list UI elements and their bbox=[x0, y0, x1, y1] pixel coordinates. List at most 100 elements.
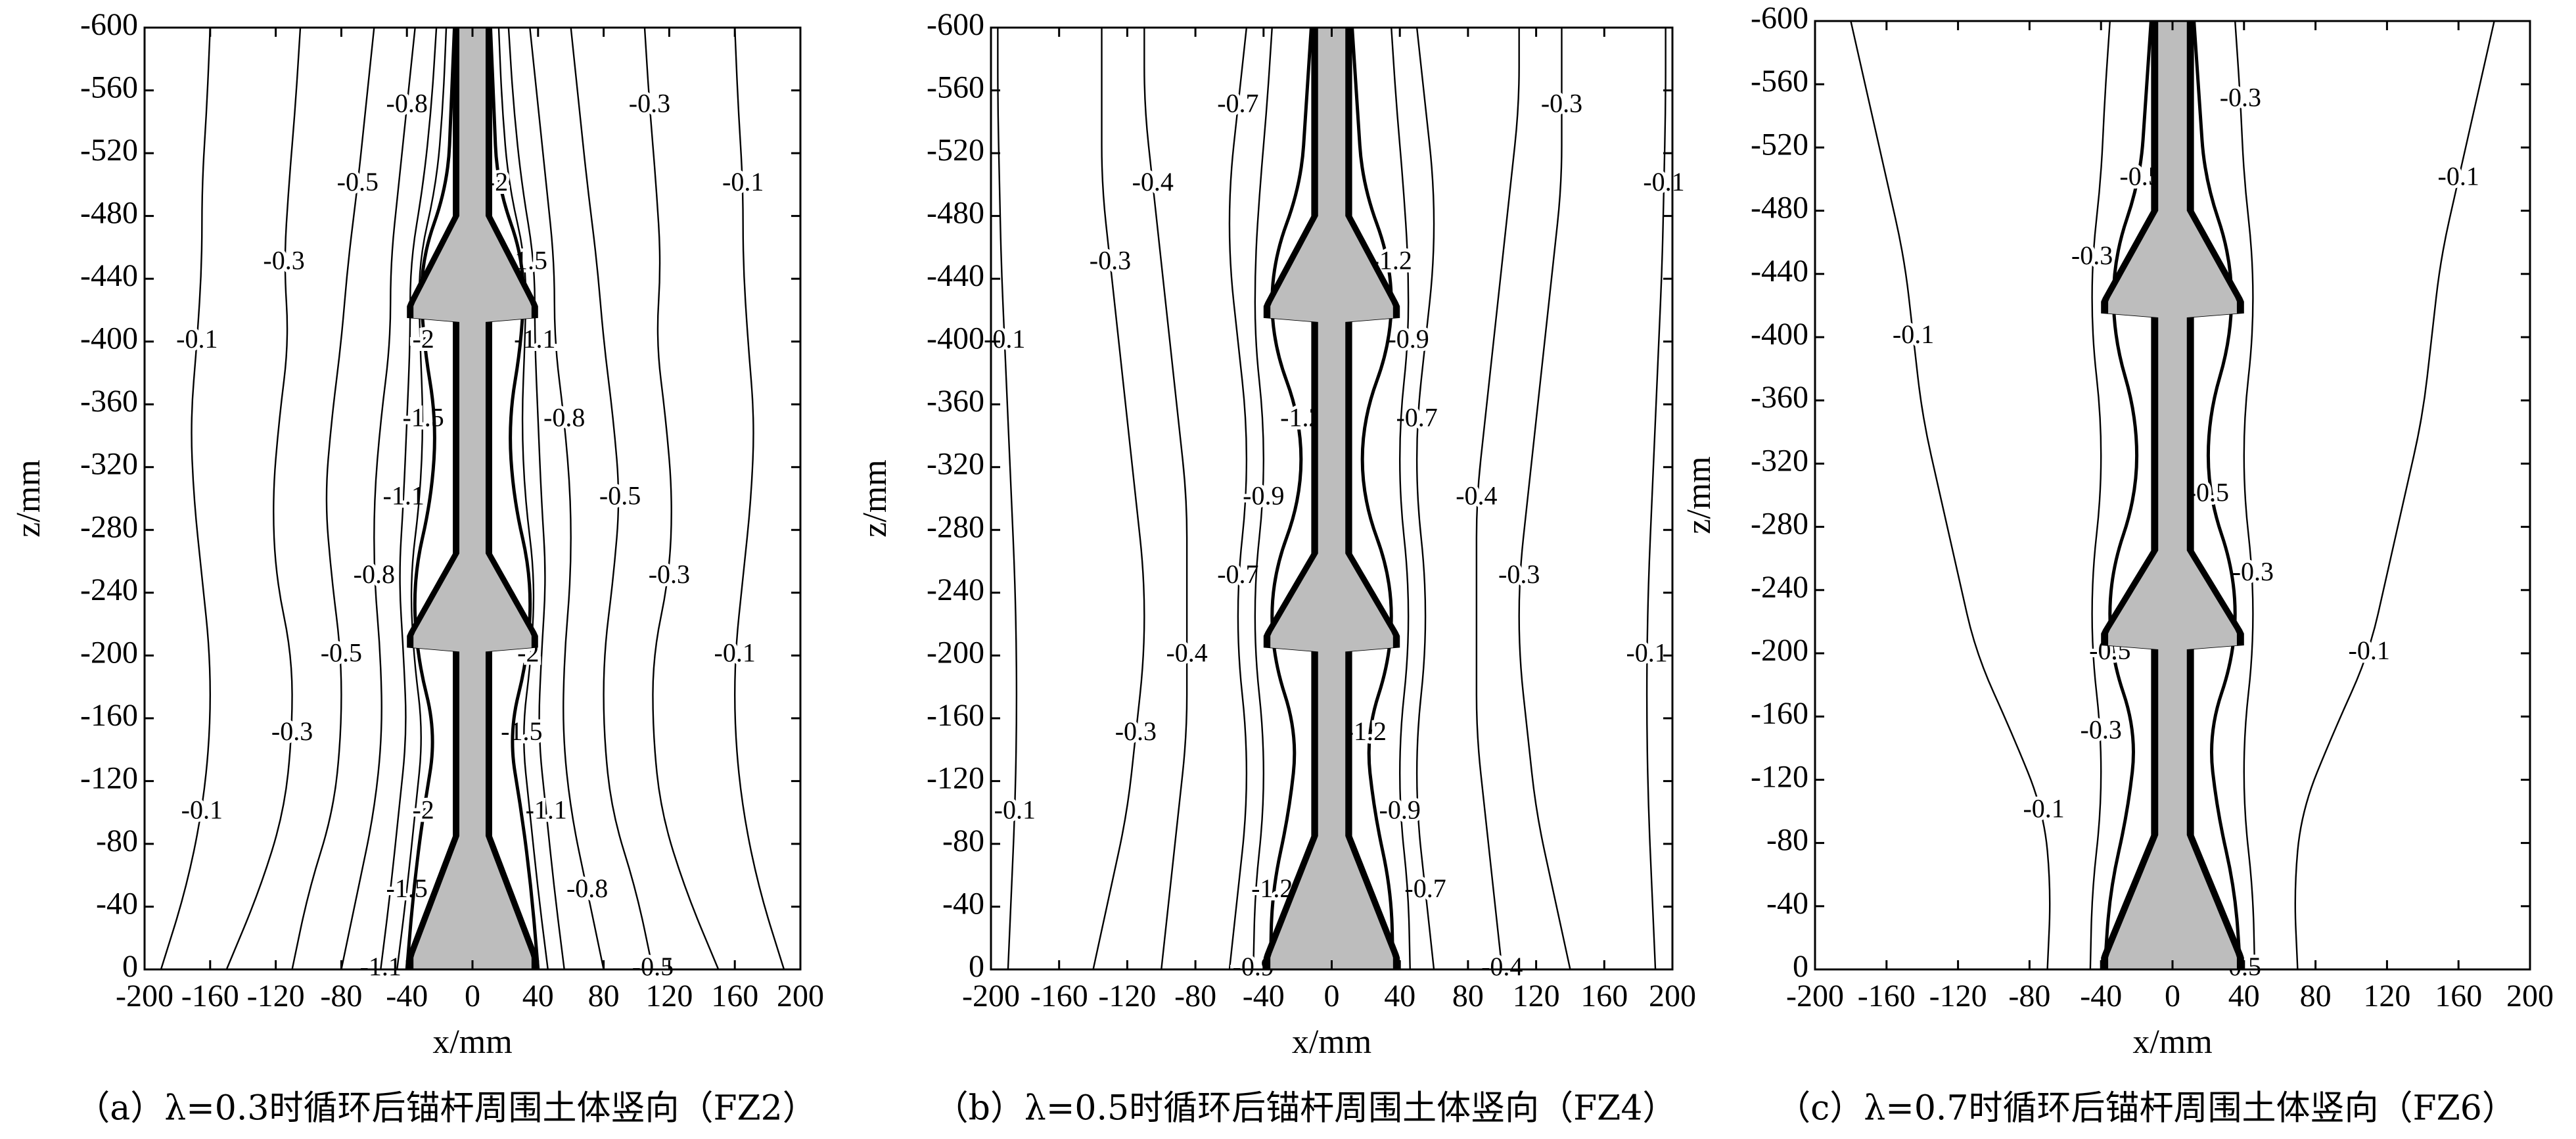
contour-label: -0.3 bbox=[649, 559, 690, 589]
y-tick-label: -80 bbox=[96, 824, 138, 858]
x-tick-label: -160 bbox=[1858, 979, 1916, 1013]
contour-label: -1.1 bbox=[360, 952, 402, 981]
x-tick-label: 160 bbox=[2435, 979, 2482, 1013]
contour-line bbox=[1228, 27, 1248, 970]
contour-line bbox=[1850, 20, 2051, 970]
contour-label: -0.1 bbox=[1626, 638, 1667, 668]
contour-label: -0.3 bbox=[1541, 89, 1582, 118]
y-tick-label: -240 bbox=[927, 572, 984, 607]
contour-line bbox=[507, 27, 565, 970]
contour-label: -0.3 bbox=[1090, 245, 1131, 275]
y-tick-label: -360 bbox=[80, 384, 138, 419]
x-tick-label: -120 bbox=[1098, 979, 1156, 1013]
contour-label: -2 bbox=[412, 324, 434, 354]
y-tick-label: -360 bbox=[1751, 380, 1808, 415]
y-tick-label: -120 bbox=[1751, 759, 1808, 794]
contour-line bbox=[340, 27, 416, 970]
contour-line bbox=[396, 27, 448, 970]
contour-line bbox=[1253, 27, 1273, 970]
y-tick-label: -400 bbox=[80, 321, 138, 356]
contour-label: -0.4 bbox=[1481, 952, 1523, 981]
y-tick-label: -80 bbox=[1766, 823, 1808, 858]
y-tick-label: -280 bbox=[1751, 507, 1808, 542]
contour-label: -0.4 bbox=[1166, 638, 1207, 668]
contour-line bbox=[643, 27, 720, 970]
x-tick-label: 80 bbox=[588, 979, 620, 1013]
contour-line bbox=[997, 28, 1018, 970]
contour-label: -0.7 bbox=[1404, 873, 1446, 903]
x-tick-label: -200 bbox=[962, 979, 1020, 1013]
x-tick-label: -120 bbox=[247, 979, 305, 1013]
y-tick-label: -400 bbox=[1751, 317, 1808, 352]
x-tick-label: 200 bbox=[777, 979, 824, 1013]
x-tick-label: 120 bbox=[2363, 979, 2410, 1013]
y-tick-label: -480 bbox=[80, 196, 138, 231]
contour-line bbox=[1518, 28, 1571, 970]
contour-label: -0.1 bbox=[722, 167, 764, 197]
contour-label: -0.9 bbox=[1387, 324, 1429, 354]
y-tick-label: -40 bbox=[1766, 886, 1808, 921]
contour-label: -0.3 bbox=[2220, 82, 2261, 112]
contour-label: -1.5 bbox=[501, 716, 542, 746]
x-tick-label: 0 bbox=[1324, 979, 1340, 1013]
contour-label: -0.1 bbox=[714, 638, 756, 668]
x-tick-label: 160 bbox=[1580, 979, 1628, 1013]
contour-label: -0.7 bbox=[1217, 89, 1258, 118]
y-tick-label: -520 bbox=[927, 133, 984, 168]
contour-label: -0.1 bbox=[994, 795, 1036, 824]
y-tick-label: -120 bbox=[80, 760, 138, 795]
x-tick-label: 40 bbox=[522, 979, 554, 1013]
x-tick-label: -80 bbox=[1174, 979, 1216, 1013]
x-tick-label: -160 bbox=[1030, 979, 1088, 1013]
y-tick-label: -440 bbox=[927, 258, 984, 293]
y-tick-label: -320 bbox=[927, 447, 984, 482]
contour-label: -0.1 bbox=[2438, 162, 2479, 191]
x-tick-label: -200 bbox=[116, 979, 173, 1013]
contour-label: -0.5 bbox=[599, 481, 641, 511]
y-tick-label: -360 bbox=[927, 384, 984, 419]
y-tick-label: -120 bbox=[927, 760, 984, 795]
y-tick-label: -600 bbox=[1751, 1, 1808, 35]
contour-line bbox=[1391, 27, 1411, 970]
x-tick-label: -120 bbox=[1929, 979, 1987, 1013]
y-tick-label: -440 bbox=[1751, 254, 1808, 289]
x-tick-label: -160 bbox=[181, 979, 239, 1013]
y-tick-label: -160 bbox=[927, 698, 984, 733]
contour-line bbox=[225, 27, 302, 970]
x-tick-label: -40 bbox=[1243, 979, 1285, 1013]
y-tick-label: -40 bbox=[96, 886, 138, 921]
y-tick-label: -200 bbox=[1751, 633, 1808, 668]
contour-label: -1.5 bbox=[402, 402, 444, 432]
contour-label: -0.9 bbox=[1379, 795, 1421, 824]
contour-line bbox=[529, 27, 605, 970]
y-tick-label: -160 bbox=[80, 698, 138, 733]
contour-line bbox=[2234, 20, 2256, 970]
contour-line bbox=[380, 27, 438, 970]
x-tick-label: 200 bbox=[2506, 979, 2554, 1013]
x-tick-label: -40 bbox=[2080, 979, 2122, 1013]
y-tick-label: -320 bbox=[80, 447, 138, 482]
contour-label: -0.7 bbox=[1217, 559, 1258, 589]
y-axis-label: z/mm bbox=[856, 459, 894, 537]
x-tick-label: 80 bbox=[1452, 979, 1484, 1013]
x-tick-label: 0 bbox=[465, 979, 480, 1013]
contour-line bbox=[2294, 20, 2495, 970]
y-tick-label: -600 bbox=[927, 7, 984, 42]
contour-label: -0.8 bbox=[354, 559, 395, 589]
contour-label: -0.5 bbox=[321, 638, 362, 668]
y-tick-label: -440 bbox=[80, 258, 138, 293]
y-tick-label: -480 bbox=[927, 196, 984, 231]
contour-label: -0.8 bbox=[543, 402, 585, 432]
y-tick-label: -40 bbox=[942, 886, 984, 921]
anchor bbox=[1270, 28, 1393, 969]
contour-label: -0.9 bbox=[1243, 481, 1284, 511]
contour-line bbox=[2089, 20, 2111, 970]
contour-label: -0.7 bbox=[1396, 402, 1437, 432]
contour-label: -0.5 bbox=[337, 167, 379, 197]
contour-line bbox=[1350, 27, 1395, 970]
y-tick-label: -280 bbox=[927, 509, 984, 544]
x-axis-label: x/mm bbox=[432, 1023, 512, 1061]
x-axis-label: x/mm bbox=[2132, 1023, 2212, 1061]
y-tick-label: -480 bbox=[1751, 191, 1808, 225]
